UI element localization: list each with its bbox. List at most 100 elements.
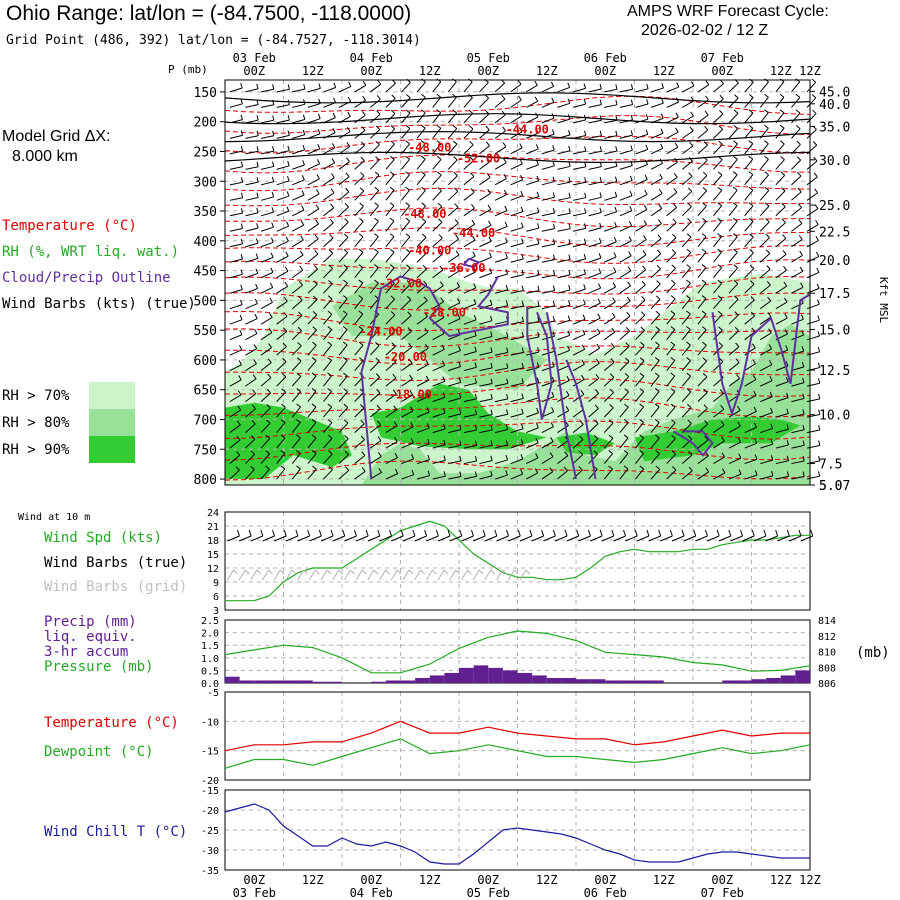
- wind-barb: [229, 212, 243, 217]
- wind-barb: [494, 398, 508, 403]
- wind-barb-flag: [301, 190, 305, 196]
- xsection-legend-label: Wind Barbs (kts) (true): [2, 296, 196, 312]
- wind-barb: [695, 535, 708, 542]
- wind-barb: [697, 376, 708, 387]
- wind-barb-flag: [268, 328, 273, 333]
- wind-barb: [526, 100, 538, 108]
- wind-barb: [541, 181, 555, 186]
- wind-barb: [260, 135, 274, 139]
- wind-barb-flag: [645, 144, 649, 150]
- wind-barb: [229, 181, 243, 186]
- wind-barb-flag: [738, 453, 742, 459]
- wind-barb-flag: [471, 203, 475, 209]
- wind-barb: [260, 150, 274, 155]
- wind-barb: [494, 383, 508, 387]
- wind-barb-flag: [764, 171, 769, 176]
- wind-barb: [510, 382, 524, 387]
- wind-barb-flag: [587, 529, 591, 537]
- wind-barb-flag: [670, 388, 676, 392]
- wind-barb-flag: [456, 298, 461, 304]
- wind-barb: [619, 180, 633, 186]
- wind-barb-flag: [521, 347, 524, 353]
- wind-barb-flag: [412, 529, 416, 537]
- wind-barb-flag: [687, 419, 692, 424]
- wind-barb-flag: [552, 361, 555, 367]
- wind-barb-flag: [518, 127, 523, 133]
- wind-barb: [354, 160, 365, 170]
- time-tick-label-bottom: 12Z: [770, 873, 792, 887]
- wind-barb: [260, 211, 274, 217]
- height-tick-label: 5.0: [819, 479, 842, 494]
- wind-barb: [385, 345, 396, 356]
- wind-barb-flag: [748, 171, 754, 176]
- wind-barb: [260, 407, 271, 418]
- wind-barb-flag: [358, 233, 364, 238]
- wind-barb: [494, 336, 508, 341]
- wind-barb: [619, 391, 629, 402]
- wind-barb-flag: [693, 529, 697, 537]
- wind-barb-flag: [420, 569, 425, 575]
- wind-barb: [276, 150, 290, 155]
- wind-barb-flag: [675, 97, 680, 103]
- wind-barb: [320, 569, 328, 581]
- wind-barb-flag: [722, 468, 726, 474]
- wind-barb: [307, 329, 317, 341]
- wind-barb-flag: [702, 373, 708, 378]
- wind-barb-flag: [717, 264, 722, 269]
- wind-barb: [650, 117, 664, 124]
- wind-barb: [447, 159, 458, 170]
- wind-barb: [323, 344, 333, 356]
- height-tick-label: 22.5: [819, 225, 850, 240]
- wind-barb: [666, 161, 678, 170]
- wind-barb: [260, 119, 274, 124]
- wind-barb: [713, 424, 725, 433]
- wind-barb: [588, 408, 599, 418]
- wind-barb: [338, 298, 348, 310]
- wind-barb-flag: [299, 265, 304, 271]
- wind-barb-flag: [285, 251, 289, 257]
- wind-barb: [354, 175, 365, 186]
- precip-bar: [795, 670, 810, 683]
- wind-barb: [510, 163, 523, 170]
- wind-barb: [519, 535, 533, 542]
- wind-barb: [432, 237, 443, 248]
- wind-barb: [510, 211, 524, 217]
- wind-barb: [635, 164, 648, 170]
- wind-barb: [472, 535, 486, 542]
- wind-barb: [806, 382, 820, 387]
- wind-barb: [682, 115, 694, 124]
- wind-barb-flag: [615, 84, 618, 90]
- wind-barb-flag: [474, 471, 478, 477]
- wind-barb-flag: [732, 202, 738, 207]
- wind-barb-flag: [316, 189, 320, 195]
- wind-barb-flag: [425, 375, 430, 381]
- wind-barb-flag: [754, 454, 758, 460]
- wind-barb: [245, 212, 259, 217]
- wind-barb-flag: [327, 419, 333, 424]
- wind-barb: [432, 412, 446, 418]
- wind-barb: [791, 112, 801, 124]
- wind-barb: [276, 453, 286, 464]
- wind-barb-flag: [361, 569, 367, 575]
- wind-barb-flag: [504, 221, 508, 227]
- wind-barb: [260, 165, 274, 170]
- model-grid-label: Model Grid ΔX:: [2, 128, 111, 145]
- wind-barb: [401, 458, 414, 465]
- wind-barb-flag: [272, 146, 275, 152]
- wind-barb-flag: [765, 249, 771, 254]
- temperature-contour: [224, 275, 811, 295]
- wind-barb-flag: [596, 328, 601, 334]
- wind-barb-flag: [720, 405, 725, 410]
- wind-barb-flag: [472, 251, 476, 257]
- wind-barb: [619, 164, 633, 170]
- wind-barb: [510, 367, 524, 372]
- wind-barb: [650, 253, 662, 263]
- wind-barb-flag: [718, 140, 723, 145]
- wind-barb-flag: [704, 435, 709, 441]
- wind-barb-flag: [786, 392, 789, 398]
- wind-barb-flag: [504, 237, 508, 243]
- wind-barb: [588, 166, 602, 170]
- wind-barb: [526, 427, 539, 434]
- temp-legend-label: Dewpoint (°C): [44, 744, 154, 760]
- wind-barb: [369, 392, 381, 402]
